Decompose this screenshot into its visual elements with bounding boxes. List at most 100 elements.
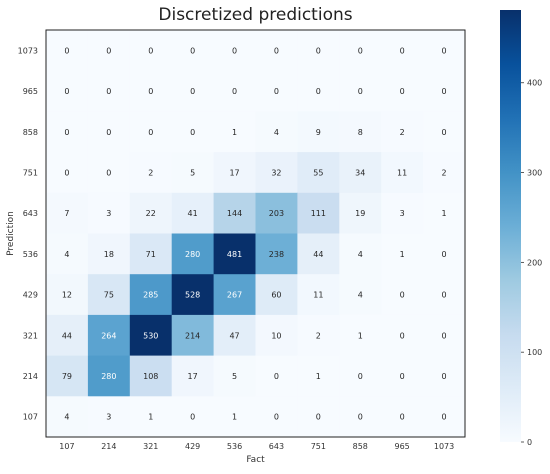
heatmap-cell	[339, 233, 382, 275]
cell-value-label: 0	[274, 372, 279, 381]
heatmap-cell	[213, 396, 256, 438]
cell-value-label: 17	[229, 168, 239, 177]
heatmap-cell	[255, 152, 298, 194]
heatmap-cell	[171, 233, 215, 275]
cell-value-label: 0	[442, 291, 447, 300]
cell-value-label: 0	[64, 87, 69, 96]
cell-value-label: 55	[313, 168, 323, 177]
cell-value-label: 34	[355, 168, 365, 177]
cell-value-label: 71	[146, 250, 156, 259]
cell-value-label: 0	[190, 413, 195, 422]
heatmap-cell	[87, 274, 131, 316]
heatmap-cell	[381, 192, 424, 234]
cell-value-label: 285	[143, 291, 158, 300]
heatmap-cell	[87, 233, 131, 275]
cell-value-label: 5	[232, 372, 237, 381]
heatmap-cell	[381, 314, 424, 357]
heatmap-cell	[255, 274, 298, 316]
cell-value-label: 267	[227, 291, 242, 300]
cell-value-label: 3	[106, 413, 111, 422]
y-tick-label: 858	[23, 128, 38, 137]
heatmap-cell	[297, 314, 340, 357]
cell-value-label: 280	[101, 372, 116, 381]
heatmap-cell	[423, 233, 466, 275]
heatmap-cell	[87, 396, 131, 438]
cell-value-label: 0	[190, 87, 195, 96]
cell-value-label: 144	[227, 209, 242, 218]
heatmap-cell	[46, 314, 89, 357]
heatmap-cell	[213, 30, 256, 72]
cell-value-label: 41	[188, 209, 198, 218]
cell-value-label: 0	[232, 87, 237, 96]
heatmap-cell	[171, 192, 215, 234]
cell-value-label: 0	[106, 87, 111, 96]
cell-value-label: 111	[311, 209, 326, 218]
heatmap-cell	[213, 111, 256, 153]
cell-value-label: 7	[64, 209, 69, 218]
heatmap-cell	[339, 355, 382, 397]
cell-value-label: 1	[232, 128, 237, 137]
cell-value-label: 0	[316, 46, 321, 55]
cell-value-label: 18	[104, 250, 114, 259]
heatmap-cell	[297, 192, 340, 234]
cell-value-label: 0	[190, 46, 195, 55]
heatmap-cell	[87, 192, 131, 234]
cell-value-label: 0	[274, 87, 279, 96]
cell-value-label: 2	[442, 168, 447, 177]
cell-value-label: 280	[185, 250, 200, 259]
heatmap-cell	[297, 396, 340, 438]
heatmap-cell	[423, 355, 466, 397]
heatmap-cell	[381, 396, 424, 438]
cell-value-label: 2	[400, 128, 405, 137]
heatmap-cell	[339, 314, 382, 357]
cell-value-label: 0	[274, 413, 279, 422]
heatmap-cell	[129, 70, 173, 112]
heatmap-cell	[46, 192, 89, 234]
cell-value-label: 0	[148, 87, 153, 96]
heatmap-cell	[255, 30, 298, 72]
heatmap-cell	[129, 314, 173, 357]
heatmap-cell	[129, 192, 173, 234]
heatmap-cell	[381, 152, 424, 194]
x-tick-label: 214	[101, 442, 116, 451]
cell-value-label: 3	[400, 209, 405, 218]
cell-value-label: 1	[442, 209, 447, 218]
heatmap-cell	[87, 314, 131, 357]
cell-value-label: 0	[442, 331, 447, 340]
heatmap-cell	[339, 30, 382, 72]
x-tick-labels: 107 214 321 429 536 643 751 858 965 1073	[59, 442, 454, 451]
cell-value-label: 4	[358, 250, 363, 259]
cell-value-label: 0	[400, 331, 405, 340]
heatmap-cell	[46, 70, 89, 112]
heatmap-cell	[381, 274, 424, 316]
heatmap-cell	[339, 152, 382, 194]
cell-value-label: 528	[185, 291, 200, 300]
y-tick-label: 751	[23, 168, 38, 177]
cell-value-label: 8	[358, 128, 363, 137]
cell-value-label: 12	[62, 291, 72, 300]
cell-value-label: 0	[232, 46, 237, 55]
heatmap-cell	[129, 30, 173, 72]
cell-value-label: 0	[64, 128, 69, 137]
heatmap-cell	[423, 30, 466, 72]
heatmap-cell	[213, 233, 256, 275]
colorbar-tick-label: 100	[527, 348, 542, 357]
cell-value-label: 22	[146, 209, 156, 218]
y-tick-label: 214	[23, 372, 38, 381]
x-tick-label: 536	[227, 442, 242, 451]
cell-value-label: 0	[358, 413, 363, 422]
cell-value-label: 0	[442, 413, 447, 422]
cell-value-label: 0	[442, 87, 447, 96]
heatmap-cell	[171, 396, 215, 438]
cell-value-label: 0	[190, 128, 195, 137]
heatmap-cell	[339, 192, 382, 234]
heatmap-cell	[129, 152, 173, 194]
heatmap-cell	[255, 355, 298, 397]
cell-value-label: 79	[62, 372, 72, 381]
heatmap-cell	[423, 192, 466, 234]
cell-value-label: 0	[400, 46, 405, 55]
cell-value-label: 0	[358, 46, 363, 55]
heatmap-cell	[339, 70, 382, 112]
heatmap-cell	[423, 396, 466, 438]
cell-value-label: 32	[271, 168, 281, 177]
